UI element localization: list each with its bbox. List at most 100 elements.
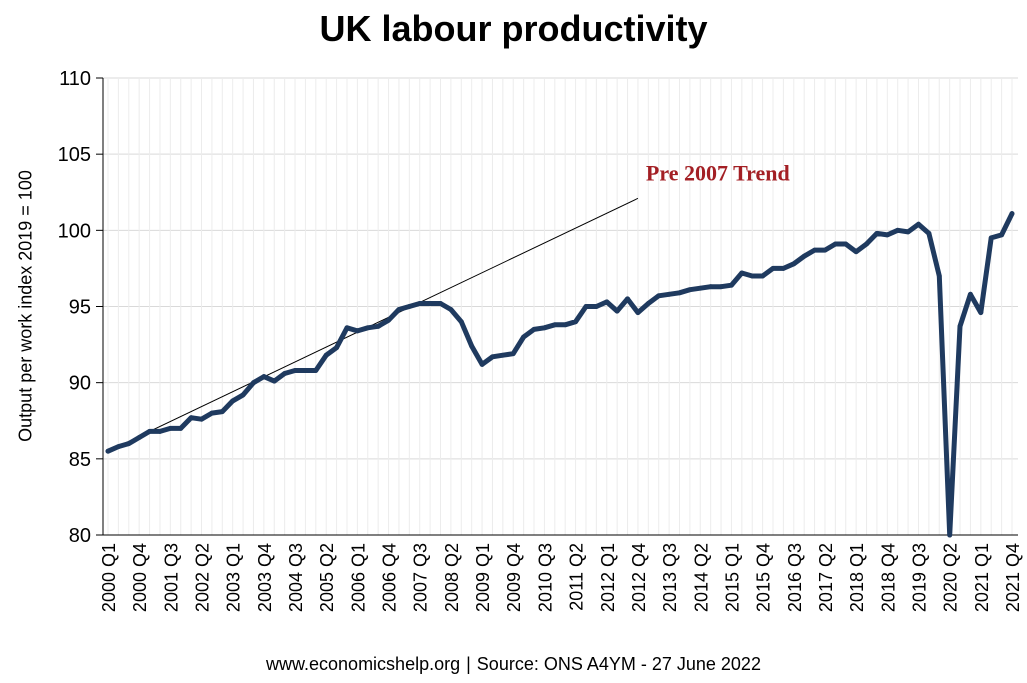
y-tick-label: 85 bbox=[69, 449, 91, 471]
data-point bbox=[354, 328, 360, 334]
data-point bbox=[199, 416, 204, 422]
vertical-gridlines bbox=[107, 78, 1013, 535]
data-point bbox=[936, 273, 942, 279]
axes bbox=[96, 77, 1018, 536]
data-point bbox=[115, 444, 121, 450]
data-point bbox=[105, 448, 111, 454]
data-point bbox=[490, 354, 495, 360]
data-point bbox=[718, 284, 724, 290]
x-tick-label: 2021 Q4 bbox=[1003, 543, 1023, 612]
data-point bbox=[749, 273, 755, 279]
y-tick-label: 100 bbox=[58, 220, 91, 242]
data-point bbox=[781, 266, 786, 271]
y-tick-label: 110 bbox=[59, 68, 91, 90]
data-point bbox=[822, 247, 828, 253]
data-point bbox=[542, 325, 547, 331]
data-point bbox=[334, 345, 339, 351]
data-point bbox=[386, 317, 391, 323]
data-point bbox=[843, 241, 849, 247]
x-tick-label: 2018 Q1 bbox=[847, 543, 867, 612]
x-tick-label: 2002 Q2 bbox=[193, 543, 213, 612]
x-tick-label: 2016 Q3 bbox=[785, 543, 805, 612]
y-tick-label: 80 bbox=[69, 525, 91, 547]
data-point bbox=[323, 352, 329, 358]
data-point bbox=[147, 429, 152, 434]
data-point bbox=[448, 307, 454, 312]
data-point bbox=[905, 229, 911, 235]
data-point bbox=[458, 319, 464, 325]
data-point bbox=[479, 361, 485, 367]
data-point bbox=[126, 441, 132, 446]
x-tick-label: 2001 Q3 bbox=[161, 543, 181, 612]
data-point bbox=[531, 326, 537, 332]
trend-label: Pre 2007 Trend bbox=[646, 160, 790, 185]
x-tick-label: 2012 Q1 bbox=[598, 543, 618, 612]
data-point bbox=[645, 301, 651, 306]
data-point bbox=[219, 409, 225, 415]
data-point bbox=[521, 334, 527, 340]
data-point bbox=[968, 291, 973, 297]
x-tick-label: 2011 Q2 bbox=[567, 543, 587, 611]
data-point bbox=[427, 301, 433, 306]
x-tick-label: 2000 Q4 bbox=[130, 543, 150, 612]
x-tick-label: 2015 Q4 bbox=[754, 543, 774, 612]
data-point bbox=[625, 296, 630, 302]
data-point bbox=[157, 429, 163, 434]
x-tick-label: 2014 Q2 bbox=[691, 543, 711, 612]
data-point bbox=[292, 368, 298, 373]
x-tick-label: 2017 Q2 bbox=[816, 543, 836, 612]
y-tick-label: 95 bbox=[69, 297, 91, 319]
x-tick-label: 2019 Q3 bbox=[909, 543, 929, 612]
data-point bbox=[240, 392, 246, 398]
data-point bbox=[614, 308, 620, 314]
data-point bbox=[895, 227, 901, 233]
data-point bbox=[251, 380, 256, 386]
data-point bbox=[916, 221, 921, 227]
data-point bbox=[791, 261, 797, 267]
x-tick-label: 2006 Q4 bbox=[380, 543, 400, 612]
chart-title: UK labour productivity bbox=[319, 8, 708, 49]
data-point bbox=[874, 230, 880, 236]
data-point bbox=[1009, 211, 1015, 216]
data-point bbox=[656, 293, 662, 299]
x-tick-label: 2015 Q1 bbox=[722, 543, 742, 612]
data-point bbox=[178, 425, 184, 431]
x-tick-label: 2003 Q1 bbox=[224, 543, 244, 612]
data-point bbox=[677, 290, 682, 296]
data-point bbox=[417, 301, 423, 306]
x-tick-label: 2018 Q4 bbox=[878, 543, 898, 612]
data-point bbox=[770, 266, 776, 271]
data-point bbox=[375, 323, 381, 329]
data-point bbox=[947, 532, 953, 538]
data-point bbox=[188, 415, 194, 421]
data-point bbox=[136, 435, 142, 440]
x-tick-label: 2005 Q2 bbox=[317, 543, 337, 612]
x-tick-label: 2004 Q3 bbox=[286, 543, 306, 612]
data-point bbox=[999, 232, 1005, 238]
x-tick-label: 2013 Q3 bbox=[660, 543, 680, 612]
data-point bbox=[988, 235, 994, 241]
data-point bbox=[687, 287, 693, 293]
data-point bbox=[583, 304, 589, 309]
data-point bbox=[978, 310, 984, 315]
chart-footer: www.economicshelp.org | Source: ONS A4YM -… bbox=[0, 654, 1027, 675]
data-point bbox=[261, 374, 267, 379]
series-group bbox=[105, 211, 1015, 538]
data-point bbox=[313, 368, 319, 373]
footer-website: www.economicshelp.org bbox=[266, 654, 461, 674]
series-line bbox=[105, 211, 1015, 538]
data-point bbox=[344, 325, 350, 331]
x-tick-label: 2003 Q4 bbox=[255, 543, 275, 612]
data-point bbox=[167, 425, 173, 431]
data-point bbox=[593, 304, 599, 309]
data-point bbox=[812, 247, 817, 253]
x-tick-labels: 2000 Q1 2000 Q4 2001 Q3 2002 Q2 2003 Q1 2003 … bbox=[99, 543, 1023, 612]
data-point bbox=[853, 249, 859, 255]
x-tick-label: 2021 Q1 bbox=[972, 543, 992, 612]
x-tick-label: 2000 Q1 bbox=[99, 543, 119, 612]
footer-source: Source: ONS A4YM - 27 June 2022 bbox=[476, 654, 761, 674]
data-point bbox=[271, 378, 277, 384]
horizontal-gridlines bbox=[103, 77, 1018, 536]
data-point bbox=[209, 410, 215, 416]
